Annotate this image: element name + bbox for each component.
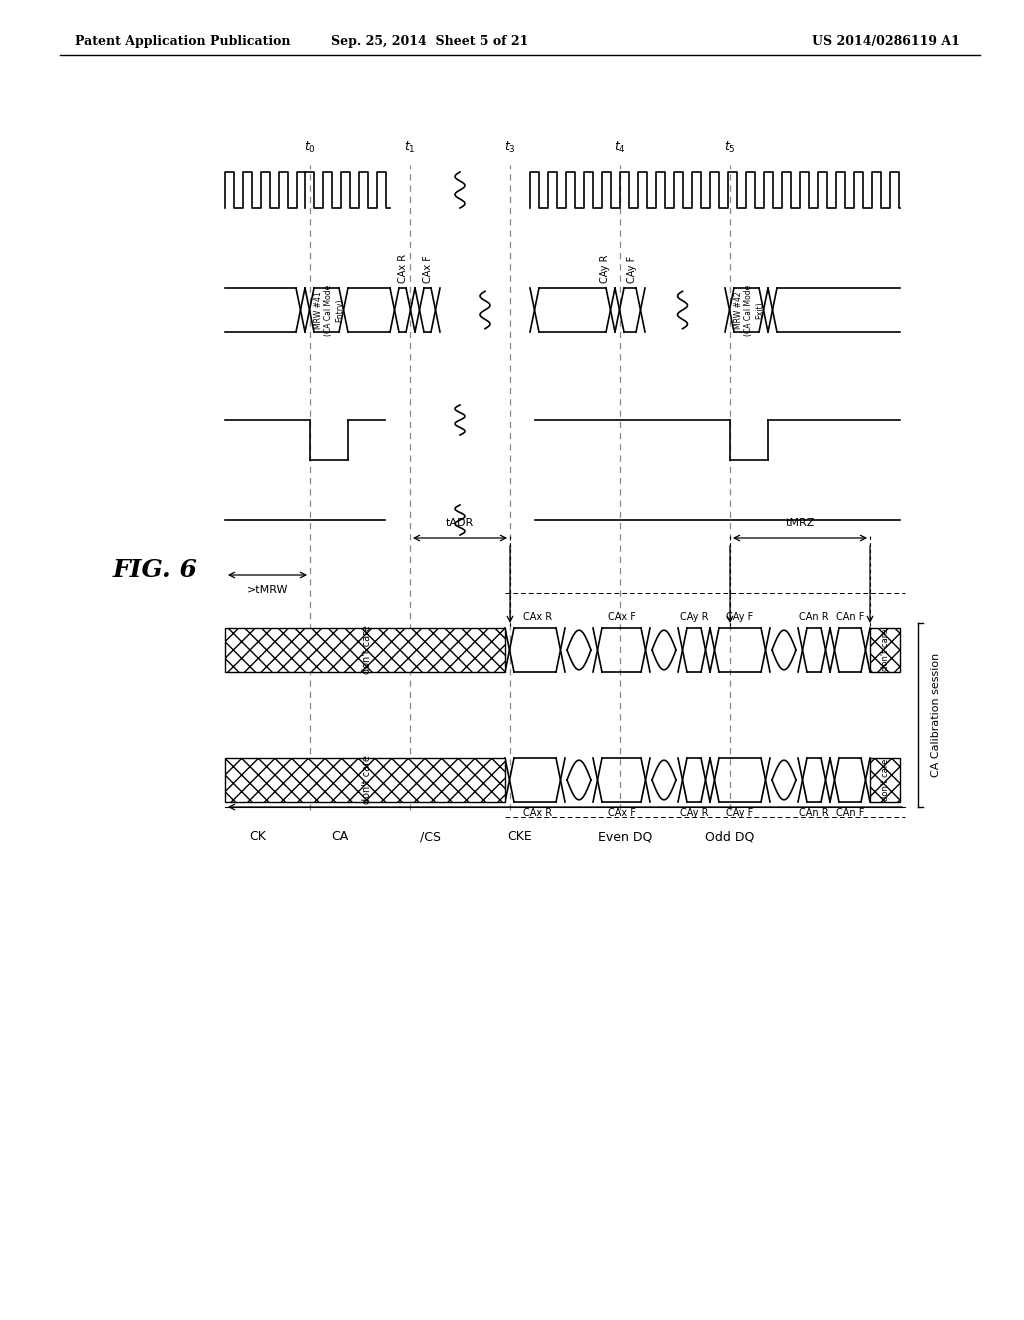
Text: /CS: /CS <box>420 830 440 843</box>
Text: CA: CA <box>332 830 348 843</box>
Text: Sep. 25, 2014  Sheet 5 of 21: Sep. 25, 2014 Sheet 5 of 21 <box>332 36 528 48</box>
Bar <box>870 758 900 803</box>
Text: don't care: don't care <box>362 755 373 804</box>
Text: CAn R: CAn R <box>799 808 828 818</box>
Bar <box>225 628 505 672</box>
Bar <box>225 758 505 803</box>
Text: Even DQ: Even DQ <box>598 830 652 843</box>
Text: CAn F: CAn F <box>836 808 864 818</box>
Text: CAx F: CAx F <box>607 612 636 622</box>
Text: CAn R: CAn R <box>799 612 828 622</box>
Text: US 2014/0286119 A1: US 2014/0286119 A1 <box>812 36 961 48</box>
Text: CA Calibration session: CA Calibration session <box>931 653 941 777</box>
Text: FIG. 6: FIG. 6 <box>113 558 198 582</box>
Text: MRW #41
(CA Cal Mode
Entry): MRW #41 (CA Cal Mode Entry) <box>314 284 344 335</box>
Text: $t_4$: $t_4$ <box>614 140 626 154</box>
Text: CAy F: CAy F <box>726 612 754 622</box>
Text: don't care: don't care <box>881 759 890 801</box>
Text: tMRZ: tMRZ <box>785 517 815 528</box>
Text: CAy R: CAy R <box>680 612 709 622</box>
Text: Odd DQ: Odd DQ <box>706 830 755 843</box>
Text: CAy F: CAy F <box>627 256 637 282</box>
Bar <box>870 628 900 672</box>
Text: CAx F: CAx F <box>607 808 636 818</box>
Text: CAy R: CAy R <box>680 808 709 818</box>
Text: CAn F: CAn F <box>836 612 864 622</box>
Text: CK: CK <box>250 830 266 843</box>
Text: $t_5$: $t_5$ <box>724 140 736 154</box>
Text: CAy R: CAy R <box>600 255 610 282</box>
Text: Patent Application Publication: Patent Application Publication <box>75 36 291 48</box>
Text: $t_1$: $t_1$ <box>404 140 416 154</box>
Text: MRW #42
(CA Cal Mode
Exit): MRW #42 (CA Cal Mode Exit) <box>734 284 764 335</box>
Text: CAx R: CAx R <box>523 612 552 622</box>
Text: CKE: CKE <box>508 830 532 843</box>
Text: don't care: don't care <box>362 626 373 675</box>
Text: tADR: tADR <box>445 517 474 528</box>
Text: $t_3$: $t_3$ <box>504 140 516 154</box>
Text: don't care: don't care <box>881 628 890 671</box>
Text: CAx R: CAx R <box>398 253 408 282</box>
Text: CAx F: CAx F <box>423 255 433 282</box>
Text: $t_0$: $t_0$ <box>304 140 316 154</box>
Text: >tMRW: >tMRW <box>247 585 288 595</box>
Text: CAy F: CAy F <box>726 808 754 818</box>
Text: CAx R: CAx R <box>523 808 552 818</box>
